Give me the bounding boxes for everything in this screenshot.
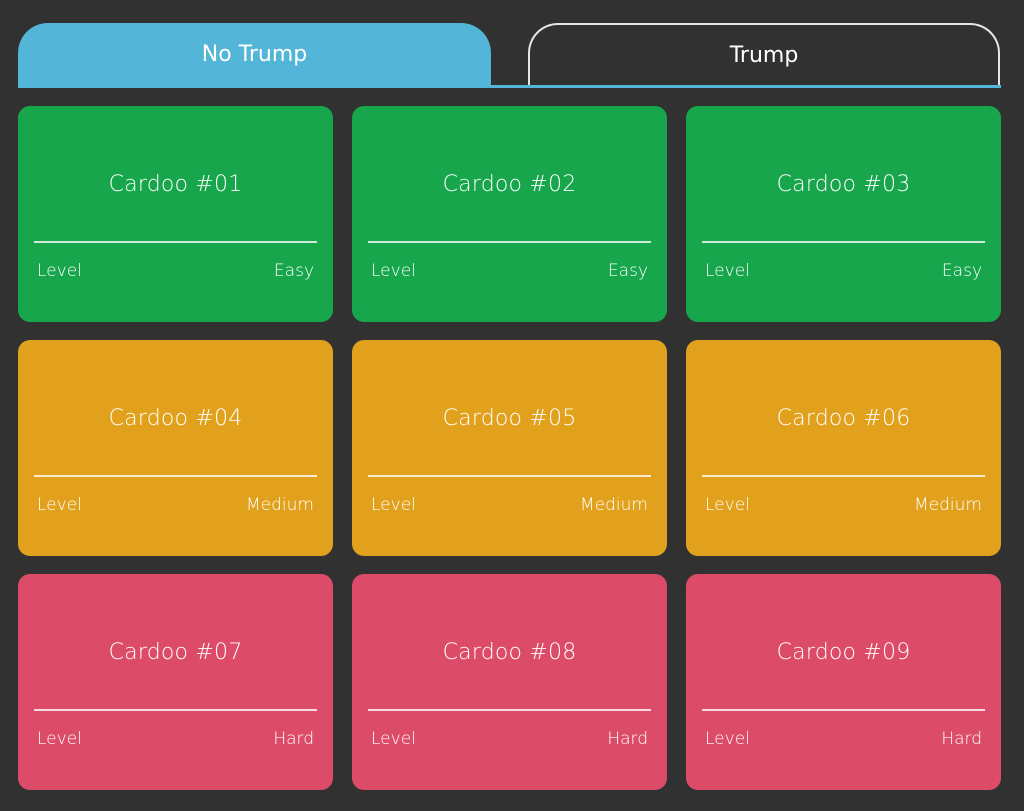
tab-label: No Trump [201,42,308,67]
card-title: Cardoo #06 [776,406,911,431]
card-divider [702,709,985,711]
card-level-label: Level [37,729,82,749]
card-divider [34,475,317,477]
card-title: Cardoo #02 [442,172,577,197]
card-level-value: Easy [941,261,982,281]
card-level-value: Hard [273,729,314,749]
card-level-value: Medium [914,495,982,515]
card-title: Cardoo #04 [108,406,243,431]
card-cardoo-03[interactable]: Cardoo #03 Level Easy [686,106,1001,322]
card-grid: Cardoo #01 Level Easy Cardoo #02 Level E… [18,106,1001,790]
card-title: Cardoo #08 [442,640,577,665]
card-divider [34,709,317,711]
card-title: Cardoo #07 [108,640,243,665]
card-level-label: Level [371,729,416,749]
card-level-value: Hard [607,729,648,749]
card-divider [702,241,985,243]
card-title: Cardoo #05 [442,406,577,431]
card-level-value: Medium [580,495,648,515]
card-cardoo-08[interactable]: Cardoo #08 Level Hard [352,574,667,790]
tab-no-trump[interactable]: No Trump [18,23,491,86]
card-level-value: Easy [273,261,314,281]
card-cardoo-06[interactable]: Cardoo #06 Level Medium [686,340,1001,556]
card-title: Cardoo #09 [776,640,911,665]
card-level-label: Level [705,495,750,515]
card-divider [368,241,651,243]
card-divider [34,241,317,243]
card-cardoo-07[interactable]: Cardoo #07 Level Hard [18,574,333,790]
card-level-label: Level [37,261,82,281]
card-cardoo-04[interactable]: Cardoo #04 Level Medium [18,340,333,556]
card-divider [702,475,985,477]
card-cardoo-09[interactable]: Cardoo #09 Level Hard [686,574,1001,790]
card-divider [368,709,651,711]
card-level-label: Level [705,729,750,749]
tab-bar: No Trump Trump [18,23,1001,89]
card-title: Cardoo #01 [108,172,243,197]
card-divider [368,475,651,477]
card-level-label: Level [371,495,416,515]
card-cardoo-01[interactable]: Cardoo #01 Level Easy [18,106,333,322]
card-level-label: Level [705,261,750,281]
tab-label: Trump [729,43,799,68]
card-cardoo-02[interactable]: Cardoo #02 Level Easy [352,106,667,322]
card-cardoo-05[interactable]: Cardoo #05 Level Medium [352,340,667,556]
tab-underline [18,85,1001,88]
card-level-label: Level [37,495,82,515]
card-level-value: Easy [607,261,648,281]
card-level-value: Hard [941,729,982,749]
card-level-value: Medium [246,495,314,515]
tab-trump[interactable]: Trump [528,23,1000,86]
card-level-label: Level [371,261,416,281]
card-title: Cardoo #03 [776,172,911,197]
